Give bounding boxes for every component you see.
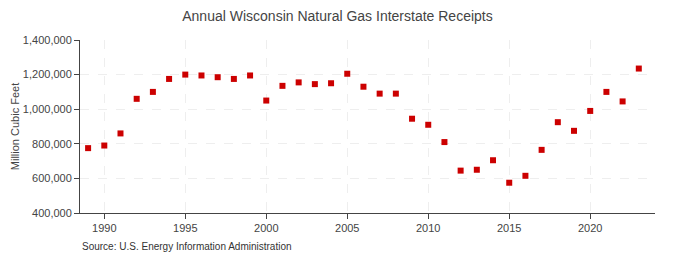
svg-text:800,000: 800,000 — [32, 138, 72, 150]
svg-text:1,000,000: 1,000,000 — [23, 103, 72, 115]
svg-text:600,000: 600,000 — [32, 172, 72, 184]
svg-text:1,200,000: 1,200,000 — [23, 68, 72, 80]
svg-text:1,400,000: 1,400,000 — [23, 34, 72, 46]
svg-text:2015: 2015 — [497, 222, 521, 234]
svg-text:2020: 2020 — [578, 222, 602, 234]
svg-text:Million Cubic Feet: Million Cubic Feet — [9, 83, 21, 170]
svg-text:1990: 1990 — [92, 222, 116, 234]
svg-text:2010: 2010 — [416, 222, 440, 234]
svg-text:400,000: 400,000 — [32, 207, 72, 219]
svg-text:2005: 2005 — [335, 222, 359, 234]
svg-text:2000: 2000 — [254, 222, 278, 234]
svg-text:Annual Wisconsin Natural Gas I: Annual Wisconsin Natural Gas Interstate … — [182, 8, 492, 24]
svg-text:1995: 1995 — [173, 222, 197, 234]
svg-text:Source: U.S. Energy Informatio: Source: U.S. Energy Information Administ… — [82, 241, 292, 252]
